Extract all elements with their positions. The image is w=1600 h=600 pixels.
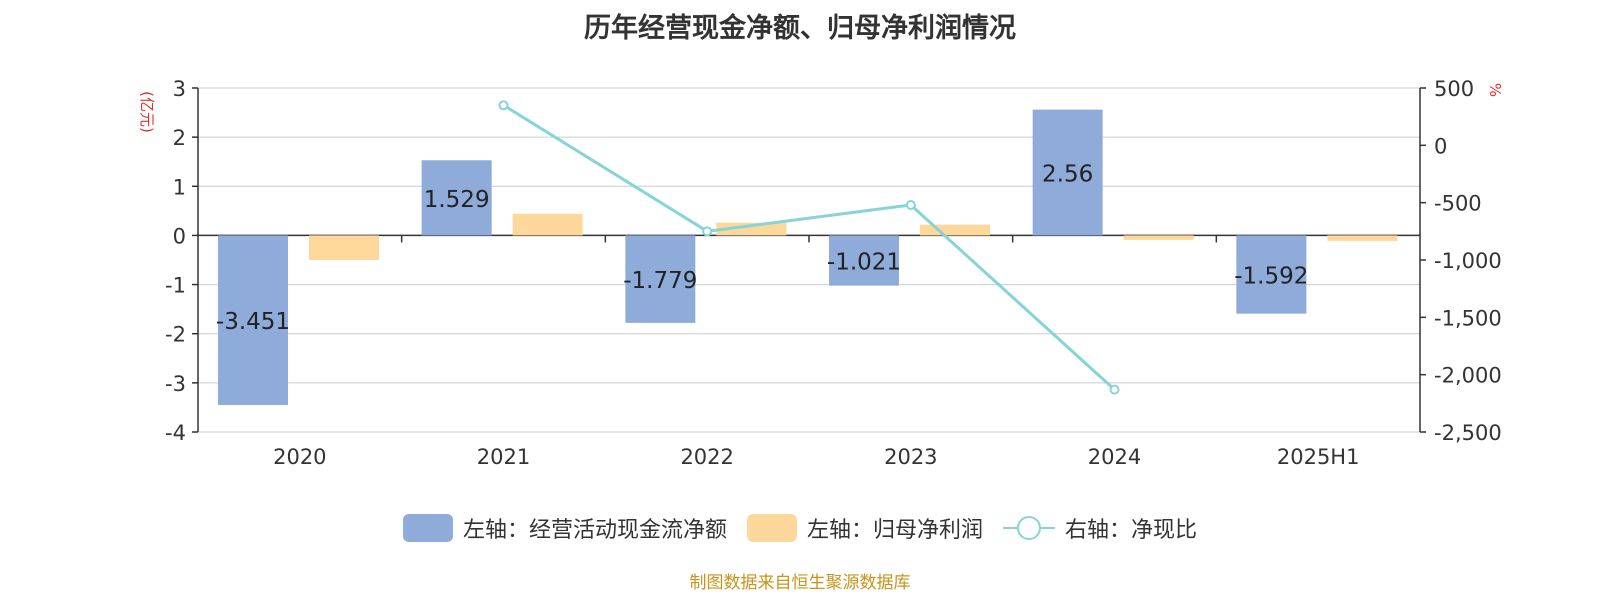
category-label: 2021	[477, 445, 530, 469]
bar-net-profit	[309, 235, 379, 260]
bar-cash-flow	[829, 235, 899, 286]
legend-item-ratio[interactable]: 右轴：净现比	[1003, 512, 1197, 544]
right-tick-label: 500	[1434, 77, 1474, 101]
category-label: 2025H1	[1277, 445, 1360, 469]
bar-net-profit	[1123, 235, 1194, 240]
legend-label-cash-flow: 左轴：经营活动现金流净额	[462, 518, 727, 543]
line-ratio	[502, 103, 1116, 391]
category-label: 2023	[884, 445, 937, 469]
left-tick-label: 3	[173, 77, 186, 101]
legend-item-cash-flow[interactable]: 左轴：经营活动现金流净额	[402, 512, 727, 544]
chart-title: 历年经营现金净额、归母净利润情况	[584, 13, 1016, 44]
bar-net-profit	[512, 213, 583, 236]
point-ratio	[905, 199, 916, 210]
data-label-cash-flow: 2.56	[1042, 162, 1093, 188]
grid-lines	[198, 87, 1420, 433]
bar-cash-flow	[625, 235, 696, 323]
legend-swatch-cash-flow	[402, 514, 453, 542]
left-tick-label: -4	[165, 421, 186, 445]
point-ratio	[1109, 384, 1120, 395]
data-label-cash-flow: -1.592	[1234, 264, 1308, 290]
category-label: 2020	[273, 445, 326, 469]
right-tick-label: -2,500	[1434, 421, 1502, 445]
bar-net-profit	[716, 222, 787, 236]
legend-item-net-profit[interactable]: 左轴：归母净利润	[746, 512, 983, 544]
data-labels: -3.451 1.529 -1.779 -1.021 2.56 -1.592	[216, 162, 1308, 336]
data-label-cash-flow: -1.779	[623, 268, 697, 294]
bar-cash-flow	[421, 160, 492, 236]
legend-label-net-profit: 左轴：归母净利润	[806, 518, 983, 543]
axis-units: (亿元)%	[138, 83, 1504, 133]
bar-cash-flow	[1236, 235, 1307, 314]
point-ratio	[702, 226, 713, 237]
left-tick-label: 2	[173, 126, 186, 150]
right-tick-label: -1,000	[1434, 249, 1502, 273]
legend-swatch-net-profit	[746, 514, 797, 542]
axes: 3 2 1 0 -1 -2 -3 -4 500 0 -500 -1,000 -1,500 -2,000 -2…	[165, 77, 1502, 469]
right-tick-label: -1,500	[1434, 306, 1502, 330]
left-tick-label: 1	[173, 175, 186, 199]
data-label-cash-flow: -3.451	[216, 309, 290, 335]
point-ratio	[498, 100, 509, 111]
right-tick-label: 0	[1434, 134, 1447, 158]
left-axis-unit: (亿元)	[138, 91, 156, 133]
category-label: 2022	[680, 445, 733, 469]
legend-label-ratio: 右轴：净现比	[1065, 518, 1198, 543]
bars	[218, 109, 1398, 406]
left-tick-label: -1	[165, 274, 186, 298]
right-tick-label: -500	[1434, 192, 1482, 216]
category-label: 2024	[1088, 445, 1141, 469]
left-tick-label: -2	[165, 323, 186, 347]
ratio-line	[498, 100, 1120, 395]
right-tick-label: -2,000	[1434, 364, 1502, 388]
bar-cash-flow	[1032, 109, 1103, 236]
left-tick-label: -3	[165, 372, 186, 396]
bar-net-profit	[1327, 235, 1398, 241]
data-label-cash-flow: 1.529	[424, 187, 490, 213]
bar-cash-flow	[218, 235, 288, 406]
bar-net-profit	[920, 224, 990, 236]
legend: 左轴：经营活动现金流净额 左轴：归母净利润 右轴：净现比	[0, 512, 1600, 544]
legend-swatch-ratio	[1003, 514, 1055, 542]
source-note: 制图数据来自恒生聚源数据库	[689, 573, 911, 593]
data-label-cash-flow: -1.021	[827, 250, 901, 276]
right-axis-unit: %	[1486, 83, 1504, 97]
left-tick-label: 0	[173, 224, 186, 248]
